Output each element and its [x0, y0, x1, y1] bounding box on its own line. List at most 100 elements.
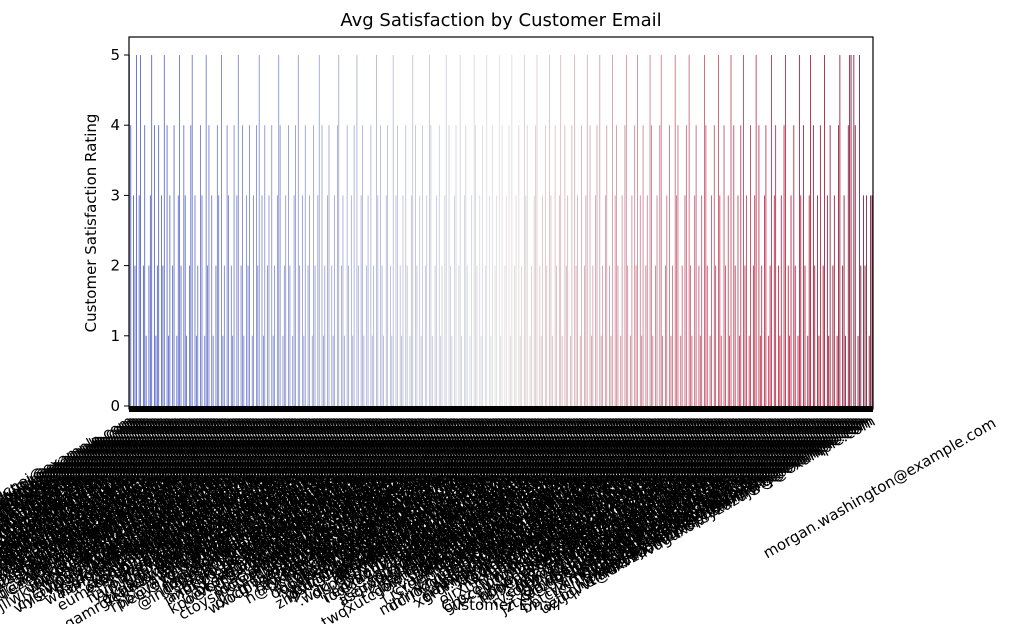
bar: [302, 195, 303, 406]
bar: [525, 195, 526, 406]
bar: [606, 125, 607, 406]
bar: [675, 55, 676, 406]
bar: [655, 266, 656, 406]
bar: [156, 336, 157, 406]
bar: [591, 336, 592, 406]
bar: [183, 125, 184, 406]
bar: [743, 55, 744, 406]
bar: [329, 125, 330, 406]
bar: [211, 195, 212, 406]
y-tick-label: 2: [110, 257, 120, 275]
bar: [151, 55, 152, 406]
bar: [745, 266, 746, 406]
bar: [788, 266, 789, 406]
bar: [143, 266, 144, 406]
bar: [537, 55, 538, 406]
bar: [632, 195, 633, 406]
bar: [238, 55, 239, 406]
bar: [387, 125, 388, 406]
bar: [376, 55, 377, 406]
bar: [662, 336, 663, 406]
bar: [643, 125, 644, 406]
bar: [715, 266, 716, 406]
bar: [262, 195, 263, 406]
bar: [172, 266, 173, 406]
bar: [706, 125, 707, 406]
bar: [592, 266, 593, 406]
bar: [789, 336, 790, 406]
bar: [739, 336, 740, 406]
bar: [288, 125, 289, 406]
bar: [431, 125, 432, 406]
bar: [714, 125, 715, 406]
bar: [338, 55, 339, 406]
bar: [277, 195, 278, 406]
bar: [795, 266, 796, 406]
bar: [432, 336, 433, 406]
bar: [196, 336, 197, 406]
bar: [521, 266, 522, 406]
bar: [845, 336, 846, 406]
bar: [181, 266, 182, 406]
bar: [729, 336, 730, 406]
bar: [435, 266, 436, 406]
bar: [140, 55, 141, 406]
bar: [546, 266, 547, 406]
bar: [671, 336, 672, 406]
bar: [361, 195, 362, 406]
bar: [257, 266, 258, 406]
bar: [294, 195, 295, 406]
bar: [324, 266, 325, 406]
bar: [810, 55, 811, 406]
bar: [327, 195, 328, 406]
bar: [827, 195, 828, 406]
bar: [728, 195, 729, 406]
bar: [246, 195, 247, 406]
y-tick-label: 1: [110, 327, 120, 345]
bar: [218, 195, 219, 406]
bar: [581, 125, 582, 406]
bar: [626, 55, 627, 406]
bar: [248, 266, 249, 406]
bar: [499, 55, 500, 406]
bar: [707, 266, 708, 406]
bar: [760, 336, 761, 406]
bar: [234, 125, 235, 406]
bar: [630, 336, 631, 406]
bar: [665, 266, 666, 406]
bar: [391, 336, 392, 406]
bar: [637, 55, 638, 406]
bar: [587, 55, 588, 406]
bar: [256, 125, 257, 406]
bar: [651, 125, 652, 406]
bar: [380, 125, 381, 406]
bar: [204, 336, 205, 406]
bar: [502, 125, 503, 406]
bar: [509, 125, 510, 406]
bar: [317, 195, 318, 406]
bar: [292, 336, 293, 406]
bar: [464, 195, 465, 406]
bar: [354, 125, 355, 406]
bar: [401, 336, 402, 406]
bar: [764, 195, 765, 406]
bar: [567, 195, 568, 406]
y-tick-label: 4: [110, 116, 120, 134]
bar: [405, 125, 406, 406]
bar: [771, 55, 772, 406]
bar: [393, 55, 394, 406]
bar: [504, 266, 505, 406]
bar: [618, 266, 619, 406]
bar: [264, 125, 265, 406]
bar: [761, 266, 762, 406]
bar: [206, 55, 207, 406]
bar: [303, 336, 304, 406]
bar: [753, 266, 754, 406]
bar: [299, 266, 300, 406]
bar: [364, 336, 365, 406]
bar: [838, 125, 839, 406]
bar: [595, 195, 596, 406]
bar: [531, 266, 532, 406]
bar: [506, 195, 507, 406]
